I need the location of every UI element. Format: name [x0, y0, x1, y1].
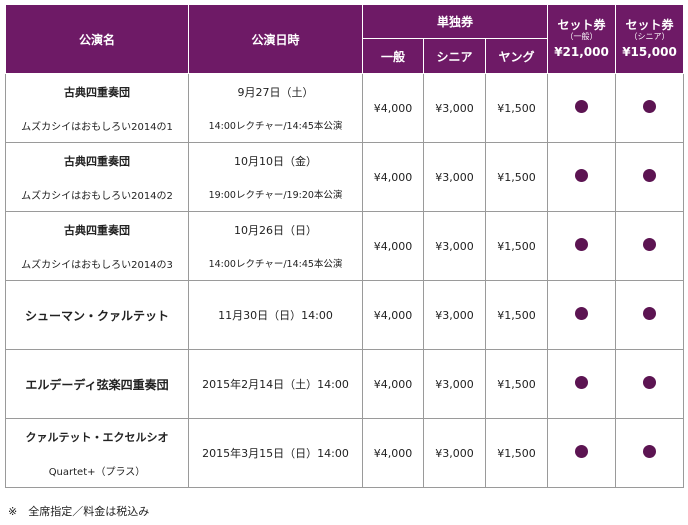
price-general: ¥4,000	[362, 349, 424, 419]
filled-circle-icon	[643, 169, 657, 182]
filled-circle-icon	[643, 376, 657, 389]
table-row: 古典四重奏団 ムズカシイはおもしろい2014の2 10月10日（金） 19:00…	[5, 142, 685, 212]
price-senior: ¥3,000	[423, 349, 486, 419]
filled-circle-icon	[643, 307, 657, 320]
set-senior-cell	[615, 142, 685, 212]
table-row: クァルテット・エクセルシオ Quartet+（プラス） 2015年3月15日（日…	[5, 418, 685, 488]
performance-name-cell: クァルテット・エクセルシオ Quartet+（プラス）	[5, 418, 189, 488]
performance-date-cell: 9月27日（土） 14:00レクチャー/14:45本公演	[188, 73, 363, 143]
header-single-ticket: 単独券	[361, 4, 549, 39]
filled-circle-icon	[575, 445, 589, 458]
performance-name: エルデーディ弦楽四重奏団	[25, 377, 169, 392]
performance-name-cell: エルデーディ弦楽四重奏団	[5, 349, 189, 419]
performance-name-cell: 古典四重奏団 ムズカシイはおもしろい2014の3	[5, 211, 189, 281]
price-young: ¥1,500	[484, 73, 549, 143]
set-senior-sub: （シニア）	[629, 32, 670, 41]
performance-subtitle: ムズカシイはおもしろい2014の1	[21, 121, 173, 133]
price-general: ¥4,000	[362, 211, 424, 281]
performance-name: 古典四重奏団	[64, 154, 130, 168]
performance-date: 9月27日（土）	[237, 86, 314, 99]
set-senior-cell	[615, 418, 685, 488]
price-table-wrapper: 公演名 公演日時 単独券 セット券 （一般） ¥21,000 セット券 （シニア…	[5, 4, 685, 488]
performance-date: 2015年2月14日（土）14:00	[202, 378, 349, 391]
price-general: ¥4,000	[362, 418, 424, 488]
table-row: 古典四重奏団 ムズカシイはおもしろい2014の1 9月27日（土） 14:00レ…	[5, 73, 685, 143]
filled-circle-icon	[643, 100, 657, 113]
price-table: 公演名 公演日時 単独券 セット券 （一般） ¥21,000 セット券 （シニア…	[5, 4, 685, 488]
set-general-cell	[547, 211, 617, 281]
filled-circle-icon	[575, 238, 589, 251]
set-general-cell	[547, 280, 617, 350]
price-senior: ¥3,000	[423, 418, 486, 488]
performance-name-cell: シューマン・クァルテット	[5, 280, 189, 350]
set-general-cell	[547, 418, 617, 488]
performance-date-cell: 11月30日（日）14:00	[188, 280, 363, 350]
performance-name: 古典四重奏団	[64, 223, 130, 237]
filled-circle-icon	[575, 307, 589, 320]
performance-name: 古典四重奏団	[64, 85, 130, 99]
performance-date: 10月10日（金）	[234, 155, 317, 168]
table-row: シューマン・クァルテット 11月30日（日）14:00 ¥4,000 ¥3,00…	[5, 280, 685, 350]
header-set-ticket-general: セット券 （一般） ¥21,000	[547, 4, 617, 74]
filled-circle-icon	[643, 238, 657, 251]
filled-circle-icon	[575, 100, 589, 113]
header-performance-name: 公演名	[5, 4, 189, 74]
price-general: ¥4,000	[362, 73, 424, 143]
price-senior: ¥3,000	[423, 211, 486, 281]
header-general: 一般	[362, 38, 424, 74]
set-senior-title: セット券	[625, 18, 674, 32]
set-senior-cell	[615, 73, 685, 143]
footnote: ※ 全席指定／料金は税込み	[8, 505, 150, 518]
price-young: ¥1,500	[484, 280, 549, 350]
performance-name-cell: 古典四重奏団 ムズカシイはおもしろい2014の2	[5, 142, 189, 212]
set-general-cell	[547, 349, 617, 419]
price-young: ¥1,500	[484, 418, 549, 488]
set-senior-cell	[615, 349, 685, 419]
price-young: ¥1,500	[484, 349, 549, 419]
performance-date-cell: 2015年2月14日（土）14:00	[188, 349, 363, 419]
performance-time: 14:00レクチャー/14:45本公演	[208, 121, 343, 132]
price-young: ¥1,500	[484, 211, 549, 281]
performance-date: 2015年3月15日（日）14:00	[202, 447, 349, 460]
set-general-cell	[547, 142, 617, 212]
header-set-ticket-senior: セット券 （シニア） ¥15,000	[615, 4, 685, 74]
performance-subtitle: ムズカシイはおもしろい2014の3	[21, 259, 173, 271]
performance-name-cell: 古典四重奏団 ムズカシイはおもしろい2014の1	[5, 73, 189, 143]
table-row: エルデーディ弦楽四重奏団 2015年2月14日（土）14:00 ¥4,000 ¥…	[5, 349, 685, 419]
performance-date: 11月30日（日）14:00	[218, 309, 333, 322]
set-senior-price: ¥15,000	[622, 45, 677, 59]
set-senior-cell	[615, 280, 685, 350]
performance-date-cell: 10月26日（日） 14:00レクチャー/14:45本公演	[188, 211, 363, 281]
performance-date-cell: 10月10日（金） 19:00レクチャー/19:20本公演	[188, 142, 363, 212]
performance-subtitle: ムズカシイはおもしろい2014の2	[21, 190, 173, 202]
set-senior-cell	[615, 211, 685, 281]
performance-date-cell: 2015年3月15日（日）14:00	[188, 418, 363, 488]
filled-circle-icon	[575, 169, 589, 182]
price-young: ¥1,500	[484, 142, 549, 212]
set-general-price: ¥21,000	[554, 45, 609, 59]
price-general: ¥4,000	[362, 142, 424, 212]
price-senior: ¥3,000	[423, 142, 486, 212]
filled-circle-icon	[643, 445, 657, 458]
set-general-sub: （一般）	[565, 32, 598, 41]
performance-name: クァルテット・エクセルシオ	[25, 430, 169, 444]
performance-name: シューマン・クァルテット	[24, 308, 169, 323]
header-performance-date: 公演日時	[188, 4, 363, 74]
price-general: ¥4,000	[362, 280, 424, 350]
set-general-title: セット券	[557, 18, 606, 32]
header-senior: シニア	[423, 38, 486, 74]
price-senior: ¥3,000	[423, 280, 486, 350]
performance-subtitle: Quartet+（プラス）	[48, 466, 146, 478]
performance-time: 14:00レクチャー/14:45本公演	[208, 259, 343, 270]
filled-circle-icon	[575, 376, 589, 389]
performance-date: 10月26日（日）	[234, 224, 317, 237]
performance-time: 19:00レクチャー/19:20本公演	[208, 190, 343, 201]
header-young: ヤング	[484, 38, 549, 74]
price-senior: ¥3,000	[423, 73, 486, 143]
table-row: 古典四重奏団 ムズカシイはおもしろい2014の3 10月26日（日） 14:00…	[5, 211, 685, 281]
set-general-cell	[547, 73, 617, 143]
